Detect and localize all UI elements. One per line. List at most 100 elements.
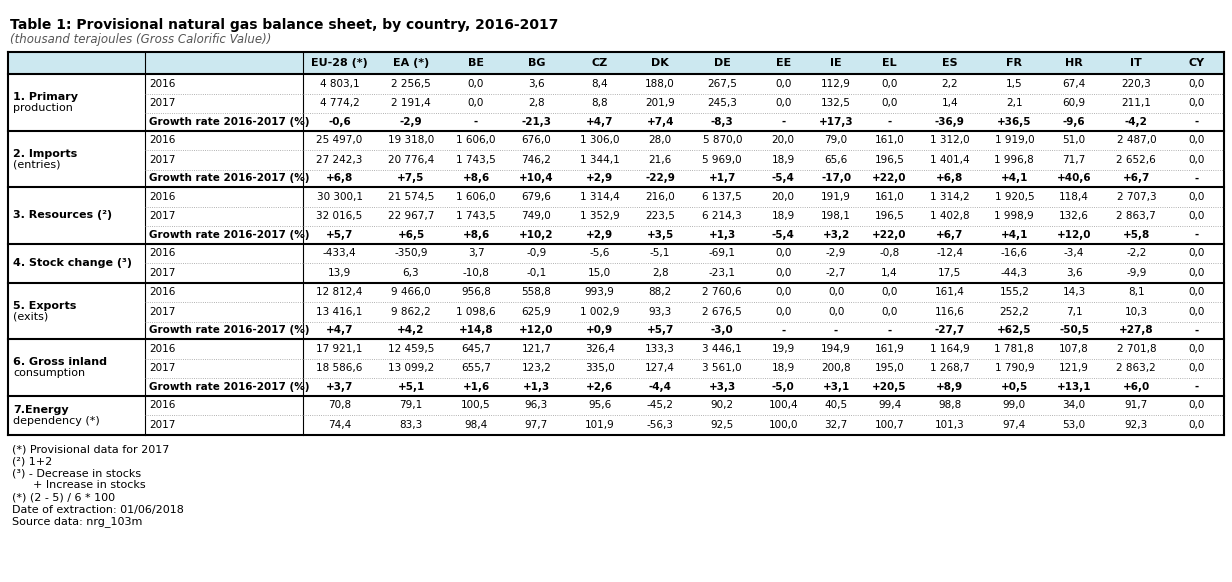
Text: 201,9: 201,9 [646, 98, 675, 108]
Text: -2,7: -2,7 [825, 268, 846, 278]
Text: 92,3: 92,3 [1125, 420, 1148, 430]
Text: 8,1: 8,1 [1129, 288, 1145, 297]
Text: -433,4: -433,4 [323, 249, 356, 258]
Text: 161,9: 161,9 [875, 344, 904, 354]
Text: 21,6: 21,6 [648, 155, 671, 165]
Text: 99,4: 99,4 [878, 400, 901, 410]
Text: 20 776,4: 20 776,4 [388, 155, 434, 165]
Text: 13,9: 13,9 [328, 268, 351, 278]
Text: +2,9: +2,9 [586, 173, 614, 183]
Text: +20,5: +20,5 [872, 382, 907, 392]
Text: 8,4: 8,4 [591, 79, 609, 88]
Text: 6. Gross inland: 6. Gross inland [14, 357, 107, 367]
Text: +5,7: +5,7 [326, 230, 354, 240]
Text: 1 790,9: 1 790,9 [994, 363, 1034, 373]
Text: 0,0: 0,0 [1189, 135, 1205, 146]
Text: +12,0: +12,0 [1057, 230, 1092, 240]
Text: 17 921,1: 17 921,1 [317, 344, 362, 354]
Text: 51,0: 51,0 [1063, 135, 1085, 146]
Text: 326,4: 326,4 [585, 344, 615, 354]
Text: 188,0: 188,0 [646, 79, 675, 88]
Text: 132,6: 132,6 [1060, 211, 1089, 221]
Text: 100,7: 100,7 [875, 420, 904, 430]
Text: -5,1: -5,1 [650, 249, 670, 258]
Text: +4,1: +4,1 [1000, 230, 1027, 240]
Text: 10,3: 10,3 [1125, 307, 1148, 317]
Text: +2,6: +2,6 [586, 382, 614, 392]
Text: ES: ES [942, 58, 957, 68]
Text: 21 574,5: 21 574,5 [388, 191, 434, 202]
Text: 3,7: 3,7 [468, 249, 484, 258]
Text: Growth rate 2016-2017 (%): Growth rate 2016-2017 (%) [149, 382, 309, 392]
Text: +8,6: +8,6 [462, 230, 489, 240]
Text: (²) 1+2: (²) 1+2 [12, 456, 52, 467]
Text: 161,0: 161,0 [875, 135, 904, 146]
Text: -: - [834, 325, 838, 335]
Text: 53,0: 53,0 [1063, 420, 1085, 430]
Text: 2017: 2017 [149, 98, 175, 108]
Text: FR: FR [1007, 58, 1023, 68]
Text: 1 402,8: 1 402,8 [930, 211, 970, 221]
Text: 1 606,0: 1 606,0 [456, 135, 495, 146]
Text: BG: BG [527, 58, 546, 68]
Text: -: - [887, 325, 892, 335]
Text: 91,7: 91,7 [1125, 400, 1148, 410]
Text: 2 256,5: 2 256,5 [391, 79, 431, 88]
Text: 1 312,0: 1 312,0 [930, 135, 970, 146]
Text: 20,0: 20,0 [771, 191, 795, 202]
Text: 2 676,5: 2 676,5 [702, 307, 742, 317]
Text: -4,4: -4,4 [648, 382, 671, 392]
Text: 79,0: 79,0 [824, 135, 848, 146]
Text: 0,0: 0,0 [1189, 400, 1205, 410]
Text: 97,4: 97,4 [1003, 420, 1026, 430]
Text: 27 242,3: 27 242,3 [317, 155, 362, 165]
Text: 2 707,3: 2 707,3 [1116, 191, 1156, 202]
Text: +6,0: +6,0 [1122, 382, 1149, 392]
Text: (³) - Decrease in stocks: (³) - Decrease in stocks [12, 469, 142, 478]
Text: 17,5: 17,5 [939, 268, 961, 278]
Text: 2016: 2016 [149, 344, 175, 354]
Text: +1,3: +1,3 [708, 230, 736, 240]
Text: +13,1: +13,1 [1057, 382, 1092, 392]
Text: (*) Provisional data for 2017: (*) Provisional data for 2017 [12, 445, 169, 455]
Text: -36,9: -36,9 [935, 117, 965, 127]
Text: -2,9: -2,9 [825, 249, 846, 258]
Text: 2,8: 2,8 [652, 268, 669, 278]
Text: 2 652,6: 2 652,6 [1116, 155, 1156, 165]
Text: -: - [1195, 230, 1199, 240]
Text: 6,3: 6,3 [403, 268, 419, 278]
Text: -0,1: -0,1 [526, 268, 547, 278]
Text: -5,0: -5,0 [772, 382, 795, 392]
Text: 90,2: 90,2 [711, 400, 734, 410]
Text: 92,5: 92,5 [711, 420, 734, 430]
Text: 1. Primary: 1. Primary [14, 93, 78, 102]
Text: -0,9: -0,9 [526, 249, 547, 258]
Text: 0,0: 0,0 [1189, 288, 1205, 297]
Text: -50,5: -50,5 [1060, 325, 1089, 335]
Text: 4. Stock change (³): 4. Stock change (³) [14, 258, 132, 268]
Text: HR: HR [1066, 58, 1083, 68]
Text: 198,1: 198,1 [822, 211, 851, 221]
Text: 34,0: 34,0 [1063, 400, 1085, 410]
Text: production: production [14, 103, 73, 113]
Text: +10,4: +10,4 [519, 173, 553, 183]
Text: +6,7: +6,7 [1122, 173, 1149, 183]
Text: 1 919,0: 1 919,0 [994, 135, 1034, 146]
Text: 1,5: 1,5 [1007, 79, 1023, 88]
Text: 101,9: 101,9 [585, 420, 615, 430]
Text: -: - [781, 117, 785, 127]
Text: EA (*): EA (*) [393, 58, 429, 68]
Text: 12 812,4: 12 812,4 [317, 288, 362, 297]
Text: dependency (*): dependency (*) [14, 416, 100, 426]
Text: -5,6: -5,6 [590, 249, 610, 258]
Text: +4,1: +4,1 [1000, 173, 1027, 183]
Text: +1,6: +1,6 [462, 382, 489, 392]
Text: +6,7: +6,7 [936, 230, 963, 240]
Text: 749,0: 749,0 [521, 211, 551, 221]
Text: (thousand terajoules (Gross Calorific Value)): (thousand terajoules (Gross Calorific Va… [10, 33, 271, 46]
Text: 0,0: 0,0 [775, 268, 791, 278]
Text: 65,6: 65,6 [824, 155, 848, 165]
Text: 679,6: 679,6 [521, 191, 552, 202]
Text: 123,2: 123,2 [521, 363, 552, 373]
Text: -: - [1195, 117, 1199, 127]
